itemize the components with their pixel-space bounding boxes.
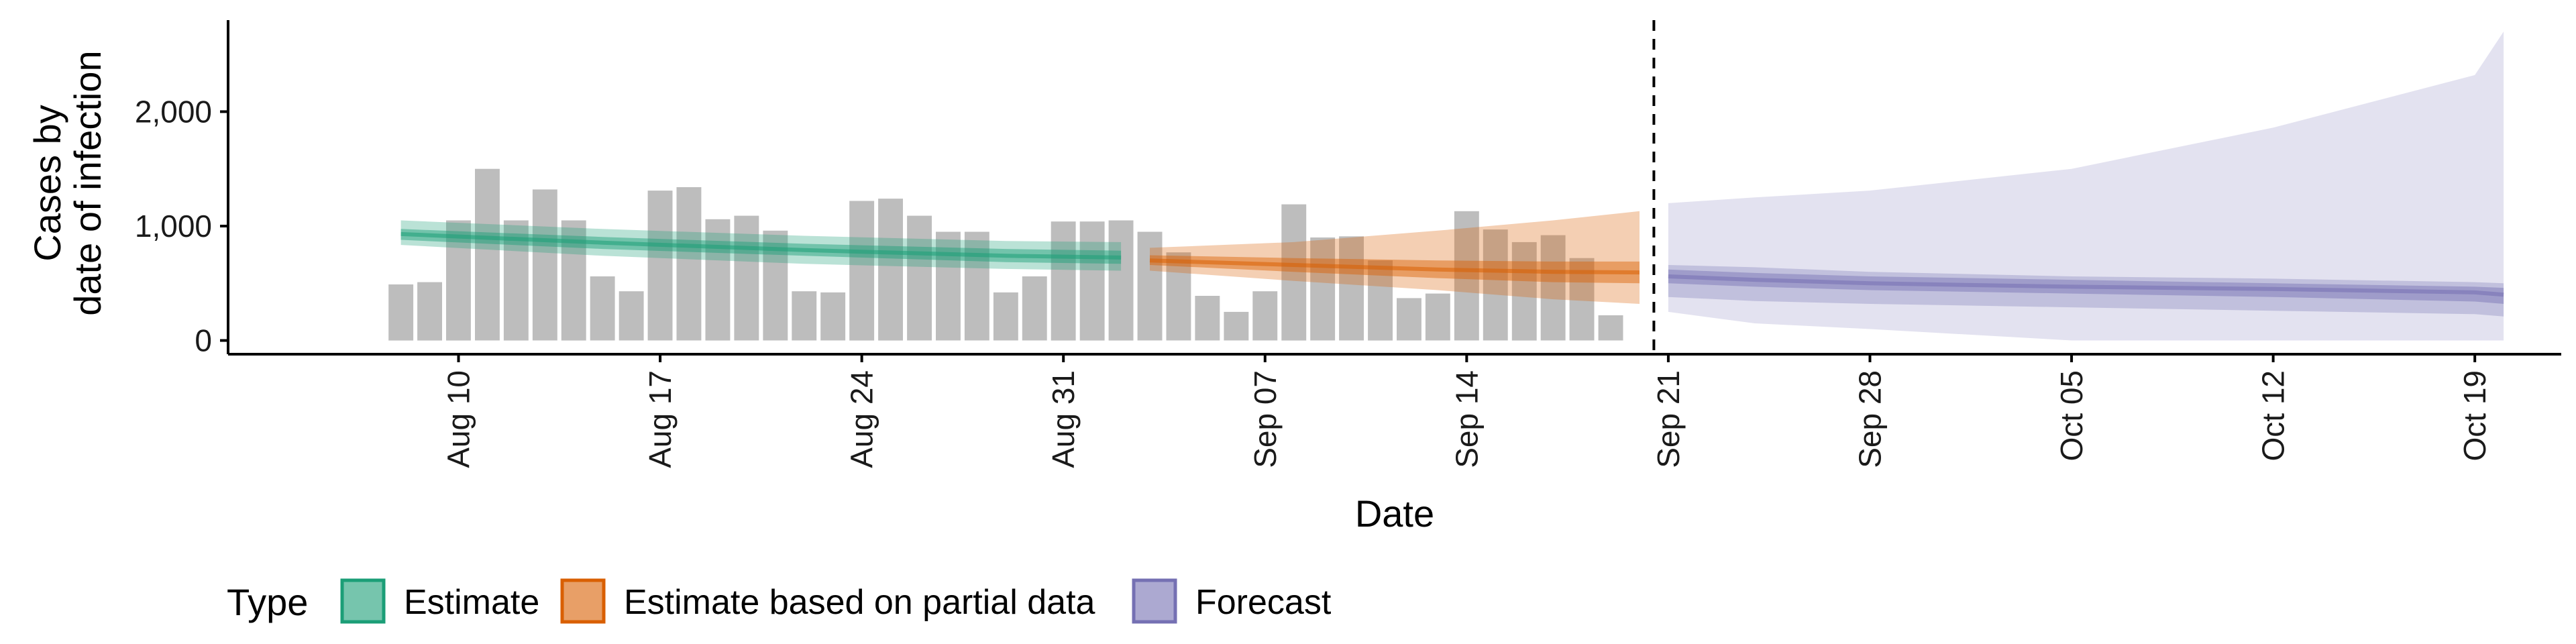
plot-area: [388, 20, 2504, 354]
bar: [1339, 236, 1364, 341]
y-ticks: 0 1,000 2,000: [135, 94, 228, 358]
bar: [1425, 293, 1450, 341]
bar: [1511, 241, 1537, 341]
bar: [1598, 315, 1623, 341]
y-tick-label: 2,000: [135, 94, 212, 129]
y-tick-label: 0: [195, 323, 212, 358]
bar: [907, 215, 932, 341]
legend-item: Estimate based on partial data: [560, 578, 1095, 624]
bar: [734, 215, 759, 341]
median-line: [1149, 258, 1640, 275]
x-tick-label: Sep 21: [1651, 370, 1686, 468]
ribbon-outer: [400, 220, 1122, 271]
bar: [1079, 221, 1105, 341]
x-tick-label: Sep 28: [1853, 370, 1888, 468]
legend-label: Estimate: [404, 583, 539, 622]
series-estimate: [400, 220, 1122, 271]
legend-swatch: [560, 578, 606, 624]
bar: [590, 276, 615, 341]
bar: [1281, 204, 1307, 341]
median-line: [1668, 274, 2504, 297]
x-tick-label: Aug 17: [643, 370, 678, 468]
x-tick-label: Oct 19: [2457, 370, 2492, 462]
bar: [647, 191, 673, 341]
x-axis-title: Date: [1355, 492, 1434, 535]
bar: [532, 189, 557, 341]
bar: [475, 168, 500, 341]
bar: [1397, 298, 1421, 341]
bar: [878, 199, 903, 341]
median-line: [400, 231, 1122, 260]
legend-title: Type: [227, 581, 308, 623]
bar: [1252, 291, 1278, 341]
x-tick-label: Aug 31: [1046, 370, 1081, 468]
y-axis-title-line-2: date of infection: [66, 50, 109, 315]
bar: [1540, 235, 1566, 341]
bar: [820, 292, 846, 341]
bar: [849, 201, 875, 341]
bar: [1195, 296, 1220, 341]
ribbon-outer: [1150, 211, 1640, 304]
bar: [964, 231, 989, 341]
bar: [993, 292, 1018, 341]
legend-swatch: [340, 578, 386, 624]
bar: [705, 219, 731, 341]
bar: [446, 220, 471, 341]
bar: [1454, 211, 1479, 341]
series-forecast: [1668, 32, 2504, 341]
y-tick-label: 1,000: [135, 209, 212, 244]
x-tick-label: Sep 07: [1248, 370, 1283, 468]
bar: [1051, 221, 1076, 341]
ribbon-outer: [1668, 265, 2504, 317]
bar: [792, 291, 817, 341]
legend-label: Forecast: [1195, 583, 1332, 622]
legend-label: Estimate based on partial data: [624, 583, 1095, 622]
bar: [619, 291, 644, 341]
bar: [1022, 276, 1047, 341]
legend-item: Estimate: [340, 578, 539, 624]
bar: [1483, 229, 1508, 341]
series-estimate-based-on-partial-data: [1149, 211, 1640, 304]
legend-swatch: [1132, 578, 1177, 624]
y-axis-title-line-1: Cases by: [26, 105, 68, 261]
bar: [1137, 231, 1163, 341]
legend: Type Estimate Estimate based on partial d…: [227, 578, 1332, 624]
bar: [1368, 260, 1393, 341]
bar: [388, 284, 414, 341]
x-tick-label: Aug 10: [441, 370, 476, 468]
bar: [417, 282, 442, 341]
bar: [1310, 237, 1336, 341]
bar: [676, 187, 702, 341]
bar: [1166, 252, 1191, 341]
x-tick-label: Oct 12: [2256, 370, 2291, 462]
axes: 0 1,000 2,000 Aug 10 Aug 17 Aug 24 Aug 31 Sep …: [26, 20, 2561, 535]
x-ticks: Aug 10 Aug 17 Aug 24 Aug 31 Sep 07 Sep 14 Sep …: [441, 354, 2492, 468]
legend-item: Forecast: [1132, 578, 1332, 624]
x-tick-label: Sep 14: [1449, 370, 1484, 468]
x-tick-label: Aug 24: [845, 370, 879, 468]
bar: [936, 231, 961, 341]
ribbon-90: [1668, 32, 2504, 341]
bar: [1224, 311, 1249, 341]
x-tick-label: Oct 05: [2054, 370, 2089, 462]
bar: [1108, 220, 1134, 341]
